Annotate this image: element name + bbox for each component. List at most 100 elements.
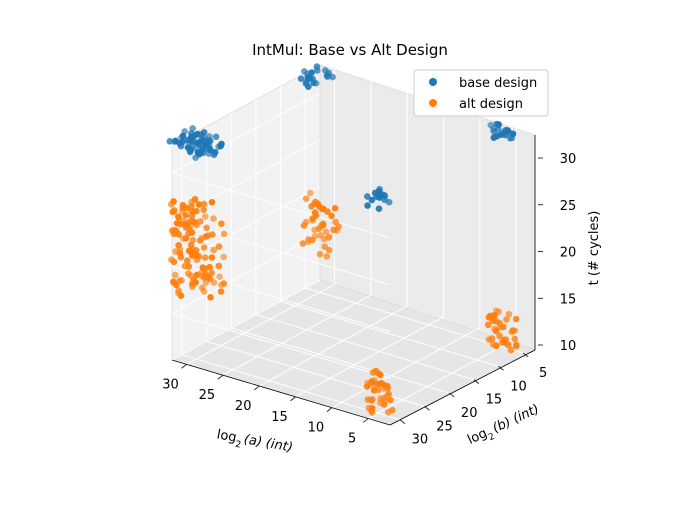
alt-design-point bbox=[511, 335, 519, 343]
alt-design-point bbox=[503, 316, 510, 323]
alt-design-point bbox=[173, 219, 181, 227]
alt-design-point bbox=[331, 205, 339, 212]
y-axis-label: log2(b) (int) bbox=[465, 402, 543, 452]
base-design-point bbox=[364, 202, 371, 209]
alt-design-point bbox=[513, 342, 520, 350]
alt-design-point bbox=[183, 204, 190, 212]
z-tick-label: 15 bbox=[560, 292, 577, 307]
x-tick-mark bbox=[326, 407, 333, 412]
base-design-point bbox=[166, 138, 174, 145]
base-design-point bbox=[196, 151, 203, 158]
alt-design-point bbox=[210, 215, 217, 222]
z-axis-label: t (# cycles) bbox=[587, 211, 602, 286]
z-tick-label: 30 bbox=[560, 152, 577, 167]
alt-design-point bbox=[208, 254, 216, 261]
base-design-point bbox=[495, 121, 503, 128]
alt-design-point bbox=[207, 294, 214, 301]
alt-design-point bbox=[218, 220, 225, 227]
legend: base design alt design bbox=[413, 69, 549, 117]
alt-design-point bbox=[512, 315, 520, 323]
alt-design-point bbox=[325, 234, 333, 241]
x-tick-label: 25 bbox=[199, 388, 216, 403]
base-design-point bbox=[211, 149, 219, 156]
alt-design-point bbox=[220, 230, 228, 238]
alt-design-point bbox=[368, 407, 375, 415]
alt-design-point bbox=[191, 195, 199, 203]
base-design-point bbox=[509, 130, 517, 138]
y-tick-label: 25 bbox=[436, 419, 453, 434]
legend-frame bbox=[413, 69, 549, 117]
y-tick-mark bbox=[424, 406, 430, 411]
alt-design-point bbox=[311, 200, 318, 208]
alt-design-point bbox=[171, 271, 179, 279]
alt-design-point bbox=[215, 262, 223, 270]
alt-design-point bbox=[193, 251, 200, 259]
alt-design-point bbox=[190, 208, 198, 215]
y-tick-mark bbox=[399, 419, 406, 424]
alt-design-point bbox=[370, 386, 378, 394]
base-design-point bbox=[313, 63, 321, 70]
alt-design-point bbox=[220, 280, 228, 287]
alt-design-point bbox=[176, 249, 184, 257]
base-design-point bbox=[495, 126, 502, 133]
alt-design-point bbox=[328, 212, 335, 220]
alt-design-point bbox=[384, 382, 391, 390]
alt-design-point bbox=[200, 244, 208, 251]
base-design-point bbox=[501, 127, 509, 134]
grid-line-x bbox=[295, 101, 445, 398]
data-points bbox=[166, 63, 520, 416]
alt-design-point bbox=[215, 243, 223, 250]
alt-design-point bbox=[484, 321, 492, 329]
base-design-point bbox=[375, 205, 383, 212]
alt-design-point bbox=[380, 401, 388, 408]
alt-design-point bbox=[188, 202, 195, 210]
y-tick-label: 15 bbox=[486, 393, 503, 408]
alt-design-point bbox=[190, 276, 197, 284]
alt-design-point bbox=[302, 195, 310, 202]
x-tick-mark bbox=[253, 385, 260, 391]
alt-design-point bbox=[487, 312, 494, 320]
alt-design-point bbox=[200, 200, 208, 208]
alt-design-point bbox=[315, 225, 323, 232]
alt-design-point bbox=[185, 247, 193, 255]
legend-label-base: base design bbox=[459, 76, 537, 91]
z-tick-label: 20 bbox=[560, 246, 577, 261]
x-tick-label: 10 bbox=[308, 421, 325, 436]
alt-design-point bbox=[380, 394, 387, 402]
alt-design-point bbox=[217, 288, 225, 295]
alt-design-point bbox=[317, 232, 324, 239]
alt-design-point bbox=[312, 212, 320, 219]
alt-design-point bbox=[182, 235, 190, 242]
alt-design-point bbox=[311, 233, 319, 240]
alt-design-point bbox=[176, 277, 183, 284]
alt-design-point bbox=[200, 288, 208, 295]
alt-design-point bbox=[385, 408, 392, 416]
alt-design-point bbox=[189, 236, 197, 244]
base-design-point bbox=[197, 142, 204, 149]
alt-design-point bbox=[307, 189, 314, 197]
base-design-point bbox=[188, 134, 195, 142]
base-design-point bbox=[324, 73, 331, 80]
alt-design-point bbox=[181, 262, 189, 270]
x-axis-label: log2(a) (int) bbox=[215, 427, 294, 459]
base-design-point bbox=[312, 80, 320, 87]
alt-design-point bbox=[171, 207, 178, 214]
base-design-point bbox=[206, 133, 213, 140]
grid-line-x bbox=[258, 91, 408, 387]
base-design-point bbox=[171, 138, 179, 145]
base-design-point bbox=[375, 188, 383, 195]
alt-design-point bbox=[330, 226, 337, 234]
base-design-point bbox=[181, 128, 188, 135]
y-tick-label: 20 bbox=[461, 406, 478, 421]
alt-design-point bbox=[206, 263, 213, 271]
alt-design-point bbox=[175, 289, 182, 297]
alt-design-point bbox=[299, 240, 307, 247]
grid-line-x bbox=[186, 69, 336, 365]
base-design-point bbox=[364, 193, 371, 200]
alt-design-point bbox=[332, 218, 339, 226]
base-design-point bbox=[217, 142, 224, 150]
base-design-point bbox=[329, 73, 336, 81]
alt-design-point bbox=[208, 198, 216, 206]
y-tick-label: 10 bbox=[510, 379, 527, 394]
